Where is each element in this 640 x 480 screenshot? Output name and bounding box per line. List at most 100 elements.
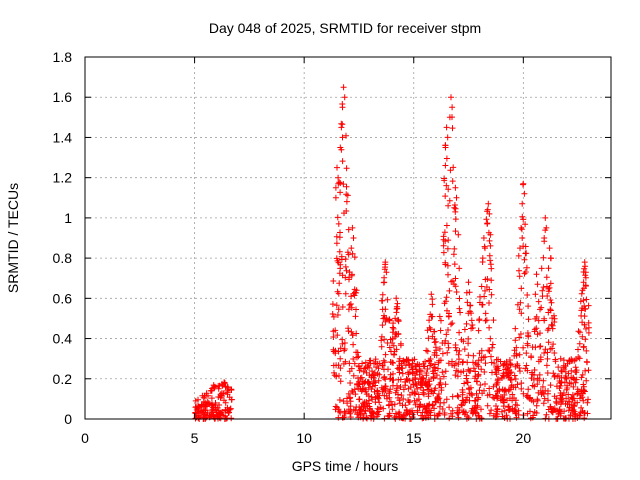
data-point: [566, 379, 573, 386]
data-point: [462, 399, 469, 406]
data-point: [221, 379, 228, 386]
data-point: [343, 165, 350, 172]
data-point: [486, 252, 493, 259]
data-point: [524, 330, 531, 336]
data-point: [574, 386, 581, 393]
data-point: [449, 393, 456, 400]
data-point: [336, 248, 343, 255]
data-point: [425, 335, 432, 342]
data-point: [339, 336, 346, 343]
data-point: [387, 359, 394, 365]
data-point: [429, 401, 436, 408]
x-tick-label: 10: [296, 430, 312, 446]
data-point: [425, 390, 432, 397]
data-point: [482, 245, 488, 252]
data-point: [405, 399, 412, 406]
data-point: [394, 385, 400, 392]
data-point: [439, 350, 446, 357]
data-point: [470, 352, 477, 359]
data-point: [493, 366, 500, 373]
data-point: [332, 403, 339, 410]
data-point: [390, 342, 397, 349]
data-point: [580, 343, 587, 350]
data-point: [455, 414, 462, 421]
data-point: [466, 390, 473, 397]
data-point: [333, 302, 340, 309]
y-tick-label: 1.6: [53, 89, 73, 105]
data-point: [430, 364, 437, 371]
data-point: [208, 401, 215, 408]
data-point: [517, 331, 524, 337]
data-point: [514, 301, 521, 308]
data-point: [555, 364, 562, 371]
data-point: [386, 410, 393, 417]
data-point: [523, 350, 530, 357]
data-point: [536, 343, 543, 350]
data-point: [452, 228, 459, 235]
data-point: [545, 265, 552, 272]
data-point: [386, 344, 393, 351]
data-point: [558, 367, 565, 374]
data-point: [512, 408, 519, 415]
data-point: [541, 395, 548, 402]
data-point: [444, 245, 451, 252]
data-point: [489, 369, 495, 376]
data-point: [333, 255, 340, 262]
data-point: [336, 234, 343, 241]
data-point: [441, 229, 448, 236]
data-point: [518, 380, 525, 387]
data-point: [546, 245, 553, 252]
data-point: [536, 377, 543, 384]
data-point: [330, 346, 337, 353]
data-point: [340, 84, 347, 91]
data-point: [442, 368, 449, 375]
data-point: [353, 330, 360, 337]
data-point: [533, 325, 540, 332]
data-point: [433, 352, 440, 359]
data-point: [454, 404, 461, 411]
data-point: [523, 264, 530, 271]
axis-ticks: 0 0.2 0.4 0.6 0.8 1 1.2 1.4 1.6 1.8 0 5 10 15 20: [53, 49, 611, 446]
data-point: [517, 368, 523, 375]
data-point: [534, 281, 541, 288]
data-point: [500, 373, 507, 380]
data-point: [202, 407, 209, 414]
data-point: [504, 397, 510, 404]
data-point: [380, 386, 387, 393]
data-point: [485, 347, 492, 354]
data-point: [377, 404, 384, 411]
data-point: [472, 360, 479, 367]
data-point: [581, 415, 588, 422]
data-point: [356, 396, 363, 403]
y-tick-label: 1.2: [53, 170, 73, 186]
data-point: [503, 412, 510, 419]
data-point: [211, 384, 218, 391]
data-point: [465, 366, 472, 373]
data-point: [549, 315, 556, 322]
data-point: [375, 394, 381, 401]
data-point: [389, 406, 396, 413]
data-point: [449, 358, 455, 365]
x-axis-label: GPS time / hours: [292, 458, 399, 474]
data-point: [343, 191, 350, 198]
data-point: [447, 167, 454, 174]
data-point: [518, 385, 525, 392]
data-point: [445, 313, 452, 319]
data-point: [379, 291, 386, 298]
data-point: [339, 304, 346, 310]
data-point: [350, 235, 357, 241]
data-point: [515, 252, 522, 259]
data-point: [414, 369, 421, 375]
data-point: [368, 386, 375, 393]
data-point: [493, 356, 500, 363]
data-point: [526, 395, 533, 402]
data-point: [443, 155, 450, 162]
data-point: [426, 324, 433, 331]
data-point: [519, 213, 526, 220]
data-point: [524, 292, 531, 298]
data-point: [569, 391, 576, 398]
data-point: [436, 410, 443, 417]
data-point: [547, 307, 554, 314]
data-point: [336, 280, 343, 287]
y-tick-label: 0.2: [53, 371, 73, 387]
